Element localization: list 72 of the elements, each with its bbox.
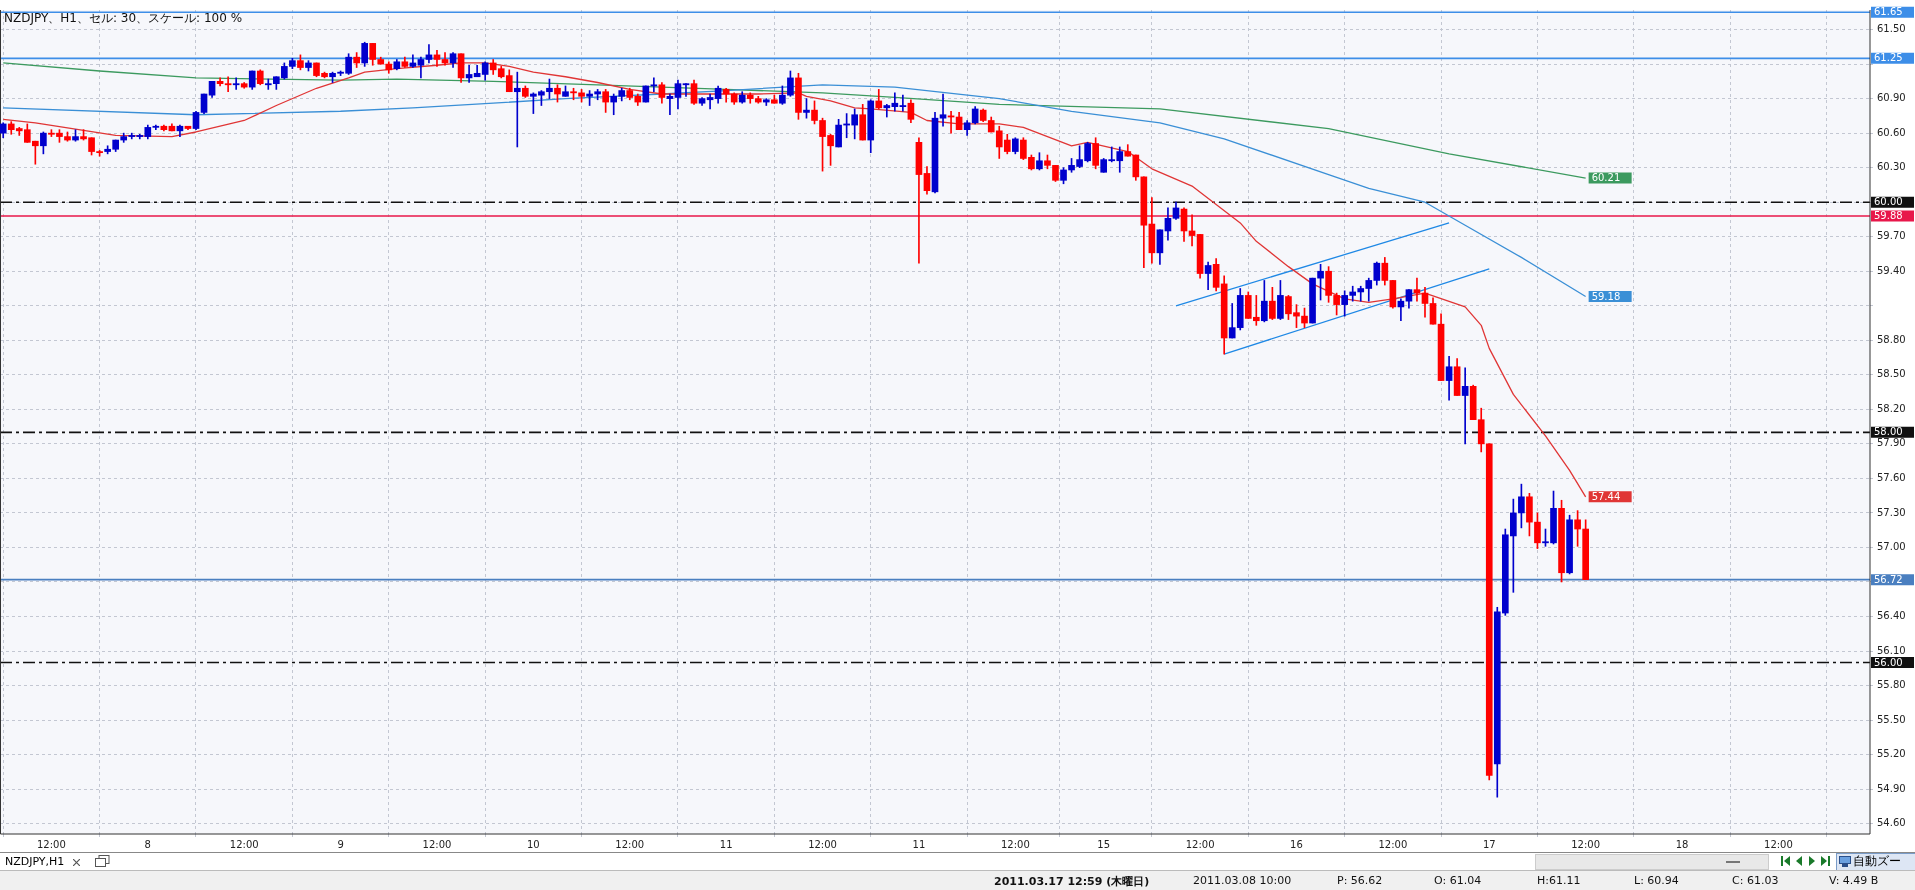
- candlestick: [650, 77, 658, 93]
- text: L: 60.94: [1634, 874, 1679, 887]
- y-tick-label: 59.70: [1877, 230, 1906, 242]
- ref-line-label: 58.00: [1874, 426, 1903, 438]
- candlestick: [915, 137, 923, 264]
- text: C: 61.03: [1732, 874, 1779, 887]
- y-tick-label: 58.80: [1877, 333, 1906, 345]
- y-tick-label: 55.50: [1877, 713, 1906, 725]
- x-tick-label: 12:00: [808, 838, 837, 850]
- x-tick-label: 12:00: [422, 838, 452, 850]
- ref-line-label: 56.72: [1874, 573, 1903, 585]
- text: H:61.11: [1537, 874, 1581, 887]
- x-tick-label: 12:00: [36, 838, 66, 850]
- candlestick: [682, 83, 690, 97]
- x-tick-label: 9: [337, 838, 344, 850]
- text: V: 4.49 B: [1829, 874, 1879, 887]
- y-tick-label: 59.40: [1877, 264, 1906, 276]
- x-tick-label: 12:00: [1185, 838, 1215, 850]
- y-tick-label: 60.60: [1877, 126, 1906, 138]
- x-tick-label: 18: [1675, 838, 1689, 850]
- text: P: 56.62: [1337, 874, 1383, 887]
- y-tick-label: 54.60: [1877, 817, 1906, 829]
- ref-line-label: 60.00: [1874, 196, 1903, 208]
- ref-line-label: 59.88: [1874, 210, 1903, 222]
- text: 自動ズー: [1853, 854, 1901, 869]
- x-tick-label: 12:00: [1571, 838, 1601, 850]
- y-tick-label: 60.30: [1877, 161, 1906, 173]
- candlestick: [1461, 367, 1469, 445]
- ref-line-label: 61.65: [1874, 6, 1903, 18]
- y-tick-label: 57.90: [1877, 437, 1906, 449]
- chart-title: NZDJPY、H1、セル: 30、スケール: 100 %: [4, 11, 243, 26]
- text: O: 61.04: [1434, 874, 1482, 887]
- data-label: 57.44: [1591, 490, 1621, 502]
- x-tick-label: 16: [1290, 838, 1303, 850]
- y-tick-label: 61.50: [1877, 23, 1906, 35]
- y-tick-label: 60.90: [1877, 92, 1906, 104]
- x-tick-label: 8: [144, 838, 151, 850]
- text: 2011.03.08 10:00: [1193, 874, 1292, 887]
- y-tick-label: 57.60: [1877, 471, 1906, 483]
- candlestick: [513, 71, 521, 148]
- text: NZDJPY,H1: [5, 855, 65, 868]
- x-tick-label: 11: [912, 838, 926, 850]
- candlestick: [939, 93, 947, 127]
- y-tick-label: 56.40: [1877, 610, 1906, 622]
- y-tick-label: 55.80: [1877, 679, 1906, 691]
- x-tick-label: 17: [1482, 838, 1496, 850]
- candlestick: [706, 93, 714, 110]
- data-label: 60.21: [1591, 172, 1621, 184]
- candlestick: [899, 94, 907, 112]
- candlestick: [883, 104, 891, 118]
- x-tick-label: 12:00: [1000, 838, 1030, 850]
- candlestick: [666, 93, 674, 116]
- x-tick-label: 12:00: [615, 838, 645, 850]
- x-tick-label: 10: [527, 838, 540, 850]
- ref-line-label: 61.25: [1874, 52, 1903, 64]
- x-tick-label: 12:00: [229, 838, 259, 850]
- x-tick-label: 15: [1097, 838, 1111, 850]
- y-tick-label: 54.90: [1877, 782, 1906, 794]
- text: 2011.03.17 12:59 (木曜日): [994, 874, 1150, 889]
- y-tick-label: 58.20: [1877, 402, 1906, 414]
- candlestick: [232, 77, 240, 90]
- y-tick-label: 57.30: [1877, 506, 1906, 518]
- y-tick-label: 58.50: [1877, 368, 1906, 380]
- candlestick: [224, 76, 232, 93]
- x-tick-label: 12:00: [1378, 838, 1408, 850]
- ref-line-label: 56.00: [1874, 656, 1903, 668]
- x-tick-label: 11: [719, 838, 733, 850]
- x-tick-label: 12:00: [1764, 838, 1793, 850]
- data-label: 59.18: [1591, 290, 1621, 302]
- y-tick-label: 55.20: [1877, 748, 1906, 760]
- y-tick-label: 56.10: [1877, 644, 1906, 656]
- y-tick-label: 57.00: [1877, 541, 1906, 553]
